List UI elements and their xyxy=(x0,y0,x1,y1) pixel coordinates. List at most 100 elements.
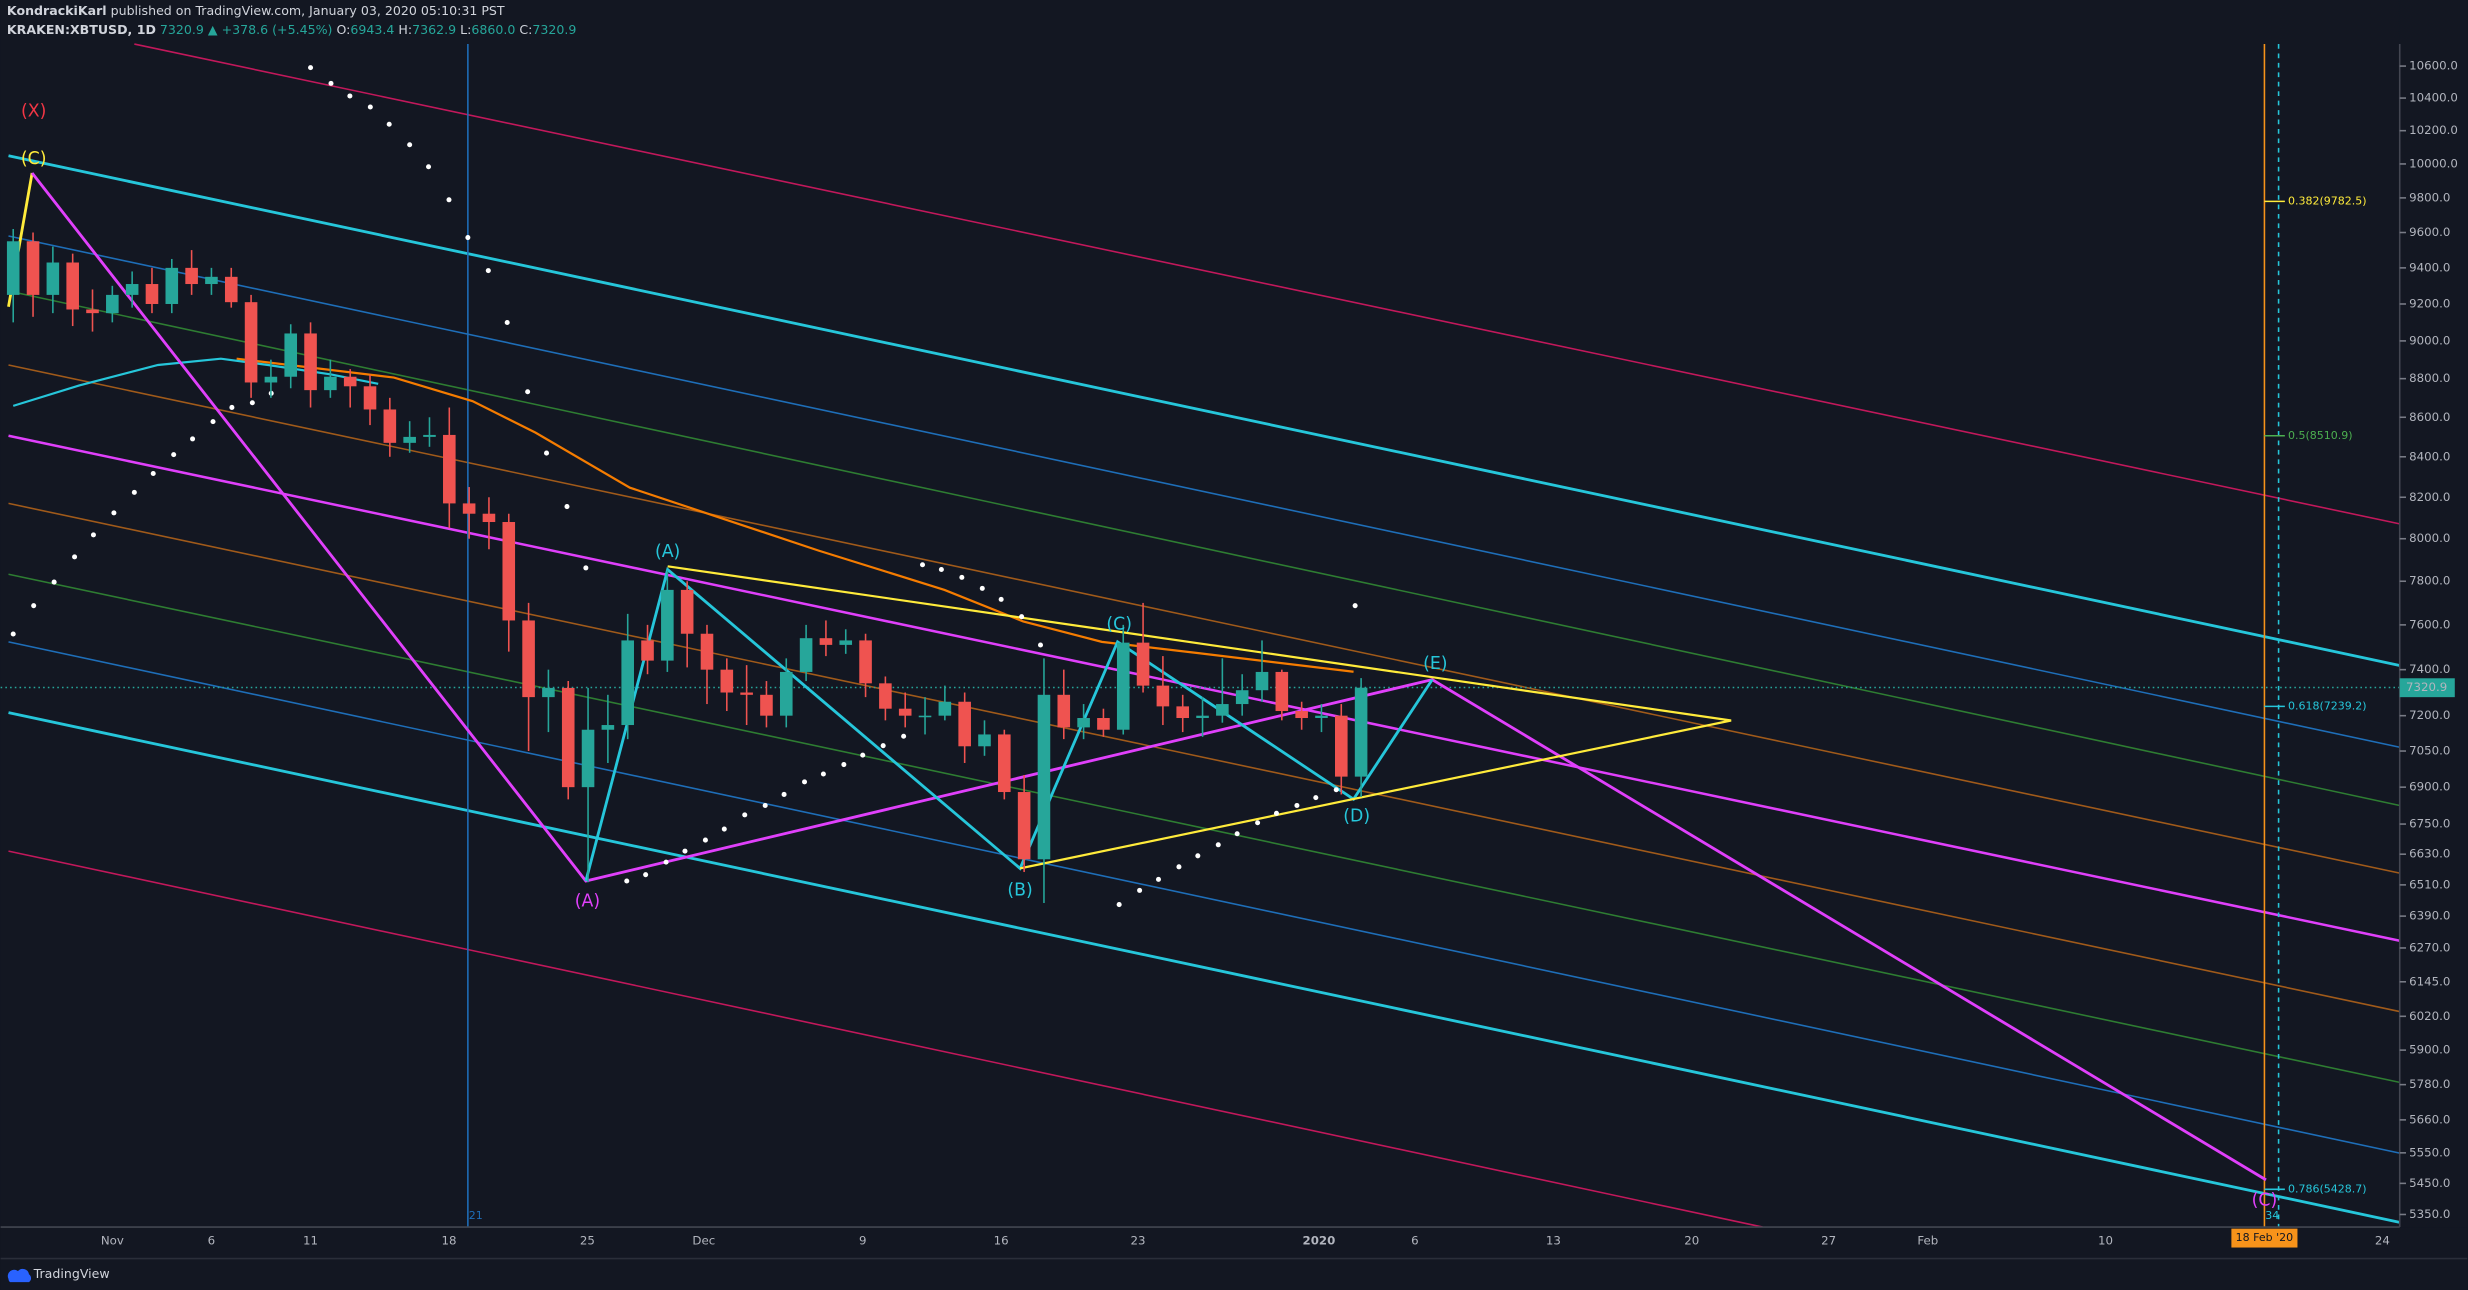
candle-body xyxy=(779,671,793,716)
dot xyxy=(544,450,550,456)
candle-body xyxy=(1235,690,1249,705)
candle-body xyxy=(224,276,238,303)
dot xyxy=(525,389,531,395)
y-tick-label: 7400.0 xyxy=(2409,662,2450,676)
dot xyxy=(742,812,748,818)
date-marker xyxy=(2231,1228,2298,1248)
candles xyxy=(6,229,1368,904)
wave-label: (E) xyxy=(1423,654,1447,674)
x-tick-label: 25 xyxy=(580,1234,595,1248)
ohlc-value: 6943.4 xyxy=(350,21,394,36)
dot xyxy=(1294,802,1300,808)
candle-body xyxy=(621,640,634,726)
x-tick-label: 27 xyxy=(1821,1234,1836,1248)
y-tick-label: 6390.0 xyxy=(2409,909,2450,923)
candle-body xyxy=(462,503,476,514)
ohlc-key: C: xyxy=(519,21,532,36)
y-tick-label: 10400.0 xyxy=(2409,91,2458,105)
wave-label: (A) xyxy=(575,891,600,911)
dot xyxy=(702,837,708,843)
candle-body xyxy=(1097,718,1110,730)
dot xyxy=(249,400,255,406)
ohlc-value: 6860.0 xyxy=(471,21,515,36)
channel-line xyxy=(8,235,2400,749)
candle-body xyxy=(1315,715,1328,719)
fib-label: 0.5(8510.9) xyxy=(2288,429,2353,442)
y-tick-label: 6270.0 xyxy=(2409,940,2450,954)
y-tick-label: 7800.0 xyxy=(2409,574,2450,588)
candle-body xyxy=(106,294,119,314)
ohlc-key: H: xyxy=(398,21,412,36)
candle-body xyxy=(343,376,357,387)
dot xyxy=(367,104,373,110)
dot xyxy=(663,859,669,865)
candle-body xyxy=(542,687,555,698)
dot xyxy=(31,603,37,609)
dot xyxy=(1273,810,1279,816)
y-tick-label: 9000.0 xyxy=(2409,333,2450,347)
dot xyxy=(1037,642,1044,648)
candle-body xyxy=(284,333,298,377)
wave-line xyxy=(584,566,1434,882)
dot xyxy=(919,562,926,568)
candle-body xyxy=(1037,694,1051,860)
candle-body xyxy=(601,725,615,730)
footer-logo: TradingView xyxy=(7,1266,110,1283)
y-tick-label: 5350.0 xyxy=(2409,1207,2450,1221)
y-tick-label: 9200.0 xyxy=(2409,296,2450,310)
dot xyxy=(762,802,768,808)
dot xyxy=(1352,603,1358,609)
candle-body xyxy=(145,284,159,304)
dot xyxy=(171,452,177,458)
x-tick-label: 18 xyxy=(441,1234,456,1248)
channel-line xyxy=(8,364,2400,874)
y-tick-label: 5550.0 xyxy=(2409,1145,2450,1159)
candle-body xyxy=(1176,706,1190,719)
candle-body xyxy=(879,683,892,709)
candle-body xyxy=(700,633,714,670)
x-tick-label: 11 xyxy=(303,1234,318,1248)
wave-label: (D) xyxy=(1343,806,1370,826)
candle-body xyxy=(1334,715,1348,777)
y-tick-label: 10600.0 xyxy=(2409,59,2458,73)
fib-label: 0.786(5428.7) xyxy=(2288,1182,2367,1195)
symbol: KRAKEN:XBTUSD, 1D xyxy=(7,21,156,36)
dot xyxy=(979,585,985,591)
header-line: KondrackiKarl published on TradingView.c… xyxy=(7,3,505,18)
dot xyxy=(1116,902,1122,908)
x-tick-label: 20 xyxy=(1684,1234,1699,1248)
last-price: 7320.9 xyxy=(160,21,204,36)
dot xyxy=(1137,887,1143,893)
published: published on TradingView.com, January 03… xyxy=(111,3,505,18)
candle-body xyxy=(264,376,278,383)
dot xyxy=(682,848,688,854)
candle-body xyxy=(1216,704,1229,716)
y-tick-label: 7200.0 xyxy=(2409,708,2450,722)
axes: 10600.0 10400.0 10200.0 10000.0 9800.0 9600.0… xyxy=(21,59,2458,1248)
candle-body xyxy=(918,715,932,718)
dot xyxy=(643,872,649,878)
dot xyxy=(998,596,1004,602)
dot xyxy=(781,791,787,797)
candle-body xyxy=(839,640,853,645)
dot xyxy=(1333,787,1339,793)
price-marker-label: 7320.9 xyxy=(2406,680,2447,694)
y-tick-label: 5450.0 xyxy=(2409,1176,2450,1190)
bar-count: 34 xyxy=(2265,1209,2279,1222)
bar-count: 21 xyxy=(469,1209,483,1222)
candle-body xyxy=(1136,642,1150,686)
y-tick-label: 7050.0 xyxy=(2409,744,2450,758)
candle-body xyxy=(46,262,60,295)
price-marker xyxy=(2399,678,2455,698)
dot xyxy=(10,631,16,637)
dot xyxy=(407,142,413,148)
candle-body xyxy=(859,640,872,684)
candle-body xyxy=(66,262,79,310)
y-tick-label: 8000.0 xyxy=(2409,531,2450,545)
wave-label: (X) xyxy=(21,102,46,122)
candle-body xyxy=(641,640,654,661)
dot xyxy=(1176,864,1182,870)
